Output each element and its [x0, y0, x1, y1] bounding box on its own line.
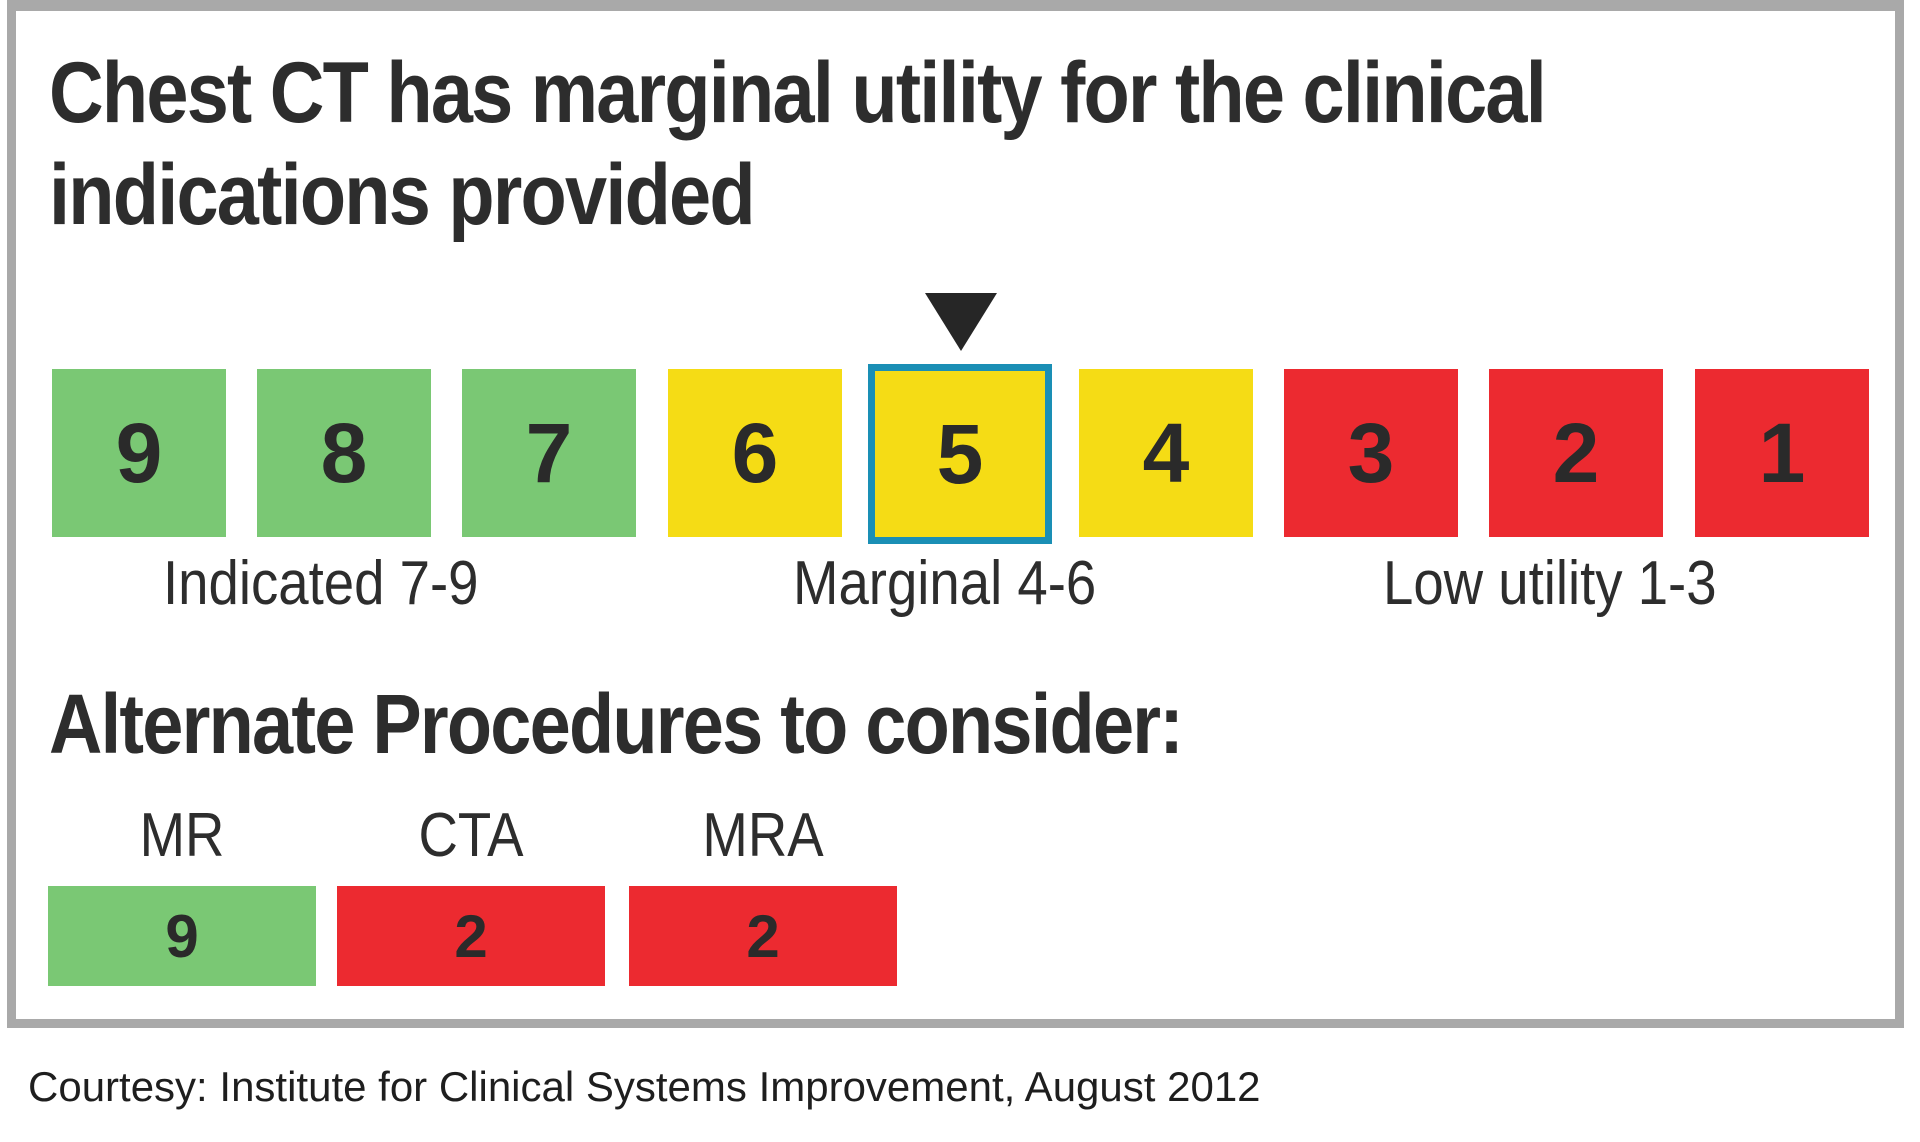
alternate-score-value: 9	[165, 902, 199, 970]
alternate-score-mra: 2	[629, 886, 897, 986]
triangle-down-icon	[925, 293, 997, 351]
courtesy-credit: Courtesy: Institute for Clinical Systems…	[28, 1063, 1261, 1110]
score-box-5-selected: 5	[868, 364, 1052, 544]
score-value: 6	[731, 405, 779, 500]
alternate-score-cta: 2	[337, 886, 605, 986]
score-box-9: 9	[52, 369, 226, 537]
score-value: 8	[320, 405, 368, 500]
figure-title: Chest CT has marginal utility for the cl…	[49, 45, 1547, 243]
range-label-indicated: Indicated 7-9	[163, 549, 479, 618]
score-value: 3	[1347, 405, 1395, 500]
alternate-score-mr: 9	[48, 886, 316, 986]
alternate-name-mra: MRA	[702, 801, 824, 870]
alternate-score-value: 2	[746, 902, 780, 970]
score-box-4: 4	[1079, 369, 1253, 537]
score-box-7: 7	[462, 369, 636, 537]
score-value: 7	[525, 405, 573, 500]
score-value: 4	[1142, 405, 1190, 500]
alternates-heading: Alternate Procedures to consider:	[49, 677, 1184, 771]
range-label-marginal: Marginal 4-6	[793, 549, 1097, 618]
score-box-1: 1	[1695, 369, 1869, 537]
score-value: 1	[1758, 405, 1806, 500]
alternate-score-value: 2	[454, 902, 488, 970]
score-value: 5	[936, 406, 984, 501]
score-box-6: 6	[668, 369, 842, 537]
score-value: 9	[115, 405, 163, 500]
score-box-3: 3	[1284, 369, 1458, 537]
range-label-low-utility: Low utility 1-3	[1383, 549, 1717, 618]
score-box-8: 8	[257, 369, 431, 537]
alternate-name-mr: MR	[139, 801, 225, 870]
alternate-name-cta: CTA	[418, 801, 524, 870]
score-value: 2	[1552, 405, 1600, 500]
score-box-2: 2	[1489, 369, 1663, 537]
